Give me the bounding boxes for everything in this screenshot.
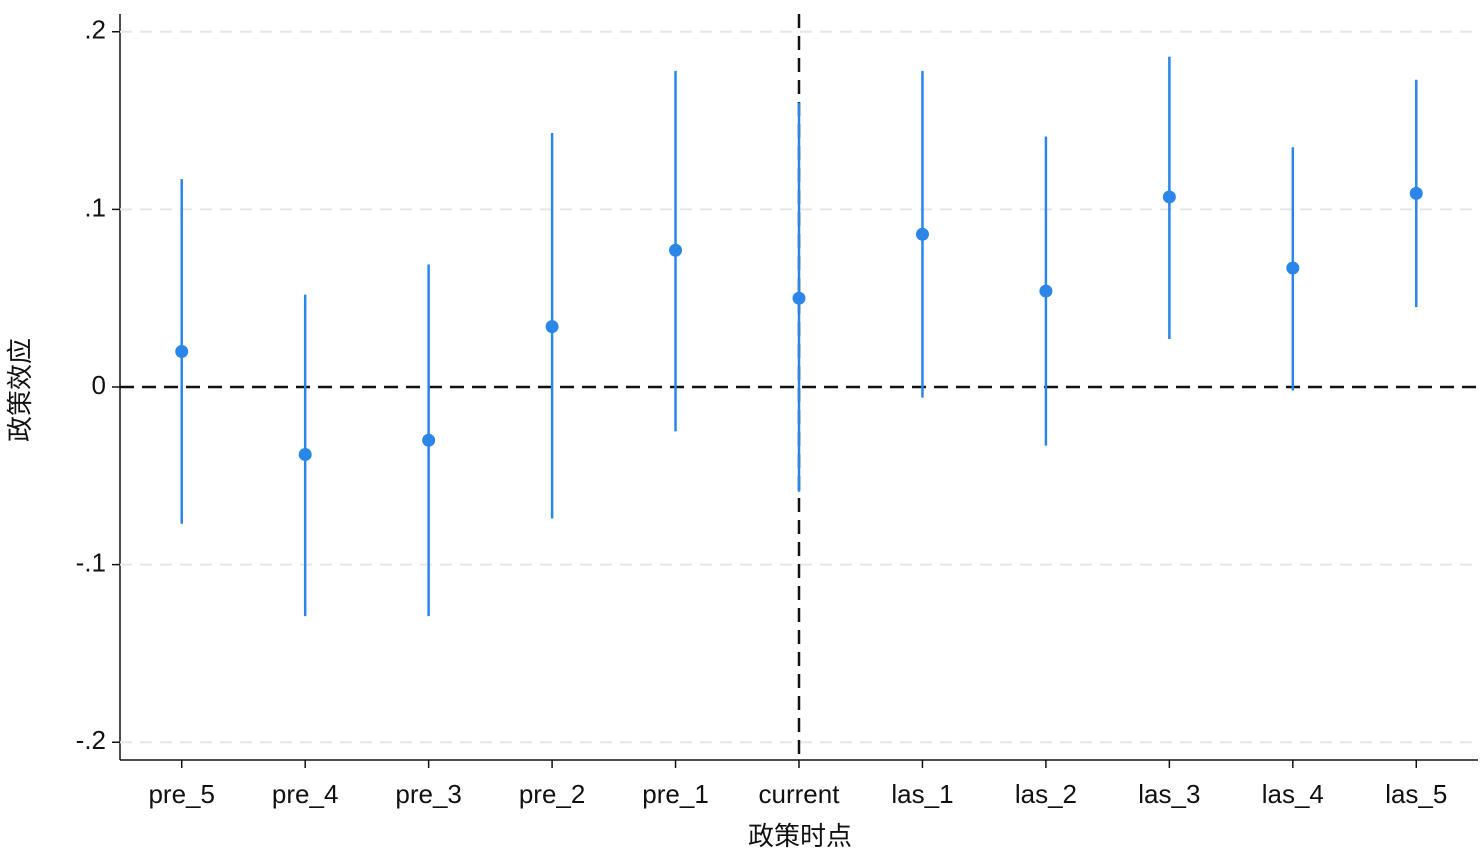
point <box>1039 284 1053 298</box>
y-axis-title: 政策效应 <box>5 338 35 442</box>
y-tick-label: 0 <box>92 370 106 400</box>
x-tick-label: pre_1 <box>642 779 709 809</box>
x-tick-label: pre_2 <box>519 779 586 809</box>
y-tick-label: -.1 <box>76 547 106 577</box>
x-tick-label: las_5 <box>1385 779 1447 809</box>
y-tick-label: .2 <box>84 15 106 45</box>
point <box>422 433 436 447</box>
x-tick-label: las_3 <box>1138 779 1200 809</box>
x-tick-label: las_4 <box>1262 779 1324 809</box>
x-axis-title: 政策时点 <box>748 821 852 851</box>
y-tick-label: -.2 <box>76 725 106 755</box>
point <box>1286 261 1300 275</box>
point <box>915 227 929 241</box>
point <box>298 447 312 461</box>
x-tick-label: current <box>759 779 841 809</box>
x-tick-label: pre_4 <box>272 779 339 809</box>
point <box>669 243 683 257</box>
x-tick-label: pre_5 <box>148 779 215 809</box>
point <box>175 344 189 358</box>
point <box>545 320 559 334</box>
y-tick-label: .1 <box>84 192 106 222</box>
point <box>792 291 806 305</box>
x-tick-label: las_1 <box>891 779 953 809</box>
point <box>1162 190 1176 204</box>
x-tick-label: pre_3 <box>395 779 462 809</box>
point <box>1409 186 1423 200</box>
x-tick-label: las_2 <box>1015 779 1077 809</box>
